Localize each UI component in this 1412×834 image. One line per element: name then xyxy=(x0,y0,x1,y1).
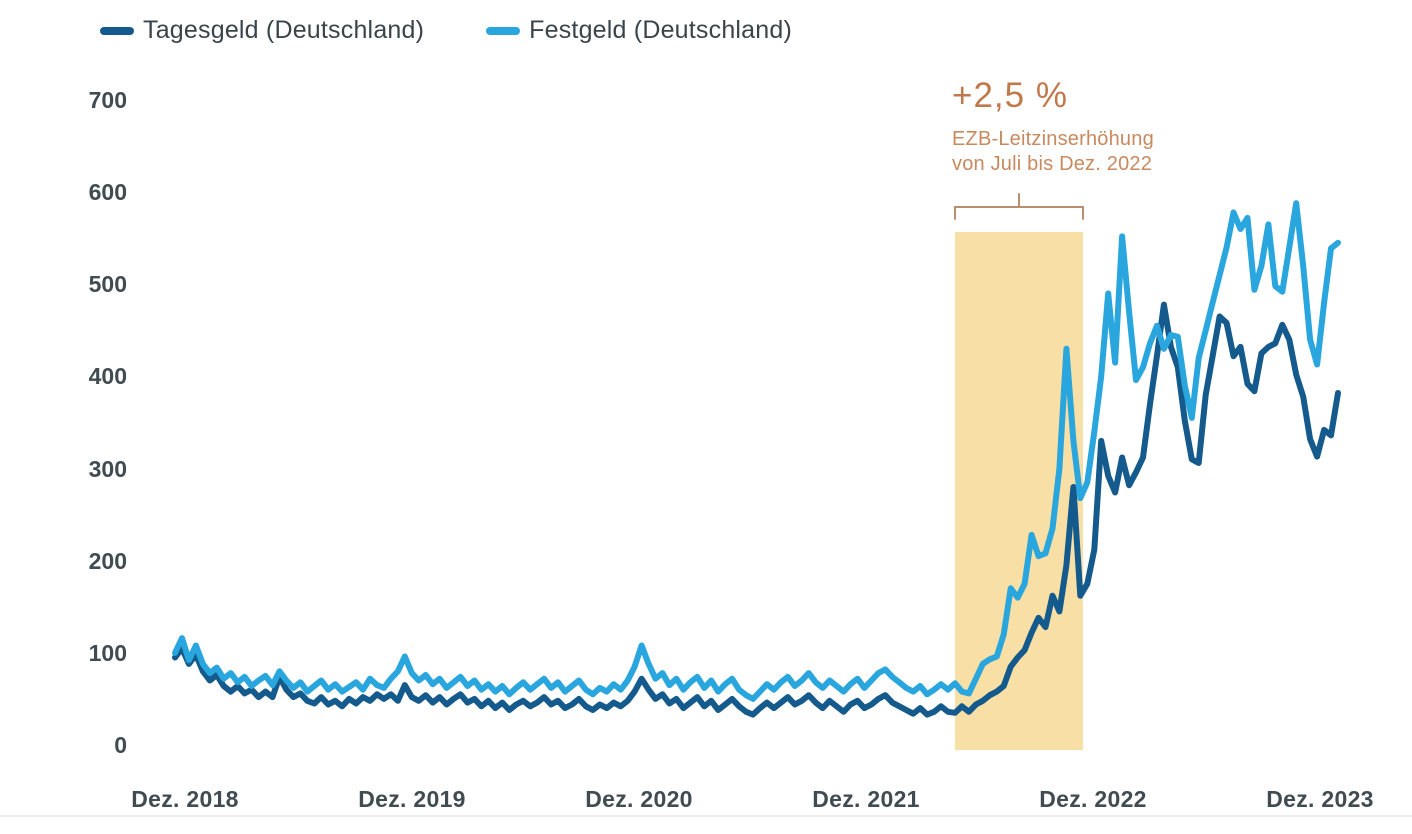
x-tick-label: Dez. 2023 xyxy=(1266,786,1374,812)
ecb-annotation-line2: von Juli bis Dez. 2022 xyxy=(952,153,1153,175)
y-tick-label: 400 xyxy=(88,363,127,390)
ecb-annotation-text: EZB-Leitzinserhöhung von Juli bis Dez. 2… xyxy=(952,127,1154,177)
ecb-rate-change-value: +2,5 % xyxy=(952,76,1068,115)
y-tick-label: 100 xyxy=(88,639,127,666)
x-tick-label: Dez. 2019 xyxy=(358,786,466,812)
festgeld-line xyxy=(172,200,1341,702)
y-tick-label: 0 xyxy=(114,732,127,758)
y-tick-label: 200 xyxy=(88,547,127,574)
festgeld-legend-label: Festgeld (Deutschland) xyxy=(529,16,793,44)
y-tick-label: 500 xyxy=(88,271,127,298)
bottom-rule xyxy=(0,815,1412,817)
highlight-band xyxy=(955,232,1083,750)
y-tick-label: 700 xyxy=(88,87,127,113)
x-tick-label: Dez. 2022 xyxy=(1039,786,1147,812)
x-tick-label: Dez. 2020 xyxy=(585,786,693,812)
x-tick-label: Dez. 2021 xyxy=(812,786,920,812)
tagesgeld-legend-label: Tagesgeld (Deutschland) xyxy=(143,16,425,44)
legend-item-tagesgeld: Tagesgeld (Deutschland) xyxy=(100,16,424,45)
legend-item-festgeld: Festgeld (Deutschland) xyxy=(486,16,792,45)
ecb-annotation: +2,5 % EZB-Leitzinserhöhung von Juli bis… xyxy=(952,78,1154,177)
festgeld-line-swatch xyxy=(486,26,521,35)
tagesgeld-line-swatch xyxy=(100,26,134,35)
tagesgeld-line xyxy=(172,301,1341,718)
annotation-bracket xyxy=(954,193,1084,220)
y-tick-label: 600 xyxy=(88,179,127,206)
x-tick-label: Dez. 2018 xyxy=(131,786,239,812)
y-tick-label: 300 xyxy=(88,455,127,482)
legend: Tagesgeld (Deutschland) Festgeld (Deutsc… xyxy=(100,16,792,45)
ecb-annotation-line1: EZB-Leitzinserhöhung xyxy=(952,128,1154,150)
